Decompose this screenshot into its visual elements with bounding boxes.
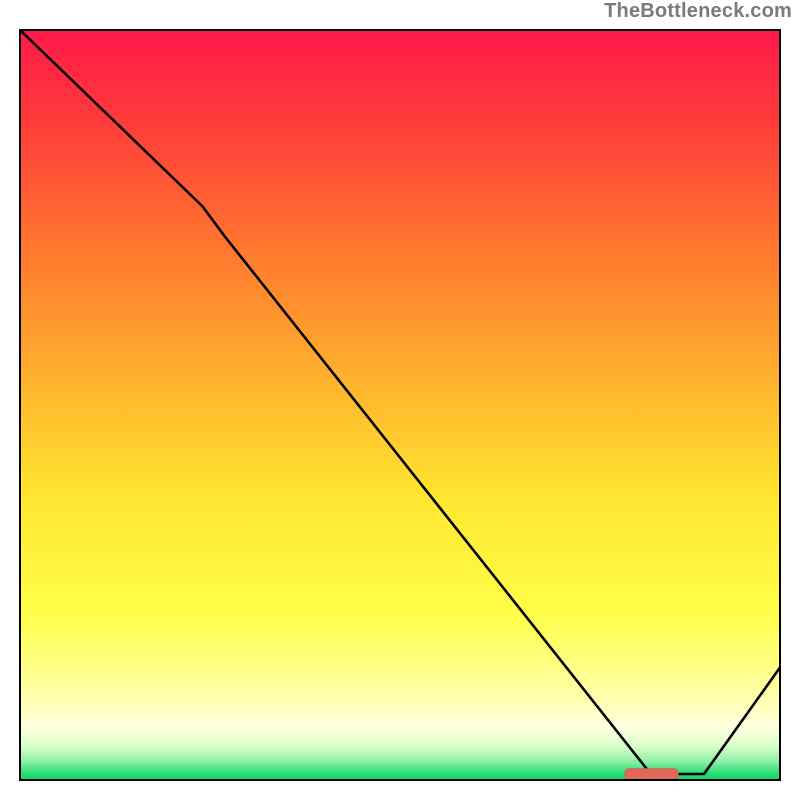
optimal-marker: [625, 769, 678, 780]
gradient-background: [20, 30, 780, 780]
watermark-text: TheBottleneck.com: [604, 0, 792, 23]
chart-stage: TheBottleneck.com: [0, 0, 800, 800]
chart-svg: [0, 0, 800, 800]
